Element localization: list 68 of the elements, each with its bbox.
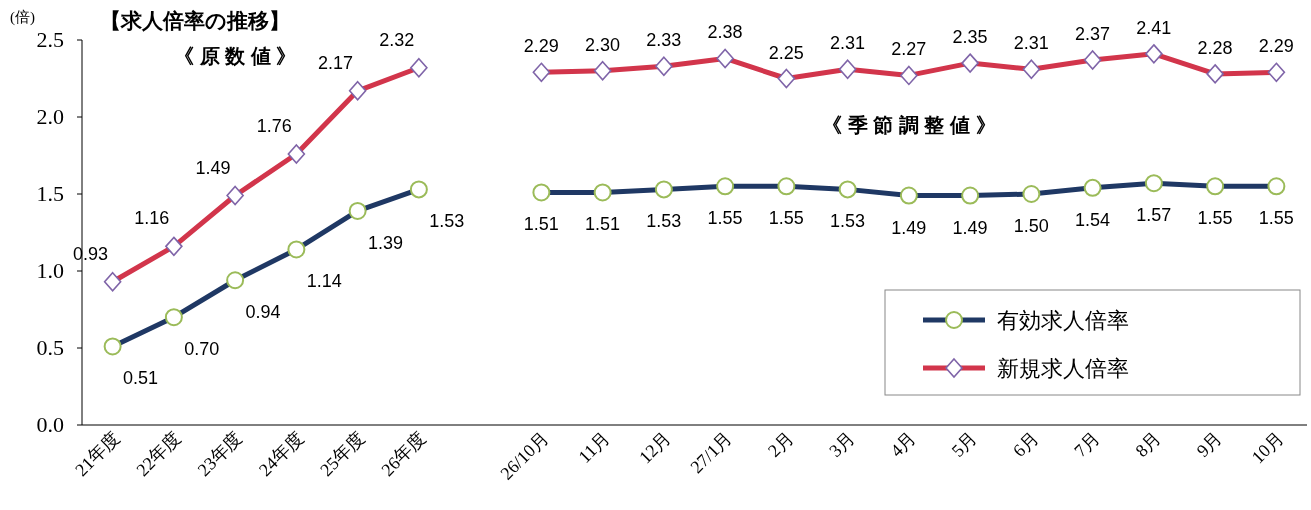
x-tick-label: 24年度 [254,427,308,481]
x-tick-label: 23年度 [193,427,246,481]
data-label: 2.30 [585,34,621,55]
x-tick-label: 5月 [947,427,981,461]
data-label: 2.29 [1258,36,1294,57]
y-tick-label: 1.0 [36,258,64,283]
x-tick-label: 25年度 [316,427,369,481]
data-label: 1.50 [1013,216,1049,236]
data-label: 1.55 [707,208,743,229]
data-label: 1.53 [830,211,866,232]
data-label: 2.37 [1075,24,1111,45]
x-tick-label: 11月 [574,427,614,467]
x-tick-label: 2月 [763,427,798,461]
data-label: 1.55 [1197,208,1233,229]
chart-title: 【求人倍率の推移】 [100,9,290,32]
data-label: 1.54 [1075,209,1111,230]
y-axis-title: (倍) [10,9,35,26]
data-label: 1.39 [368,232,404,253]
data-label: 2.33 [646,30,682,51]
data-label: 1.53 [429,211,465,232]
data-label: 1.14 [306,271,342,292]
data-label: 1.51 [523,214,559,235]
x-tick-label: 4月 [886,427,920,461]
x-tick-label: 3月 [825,427,859,461]
x-tick-label: 9月 [1192,427,1226,461]
y-tick-label: 2.0 [36,104,64,129]
data-label: 1.55 [768,208,804,229]
data-label: 2.25 [768,42,804,63]
data-label: 0.94 [245,302,281,323]
y-tick-label: 2.5 [36,27,64,52]
data-label: 2.35 [952,27,988,48]
annotation: 《 季 節 調 整 値 》 [822,114,996,137]
data-label: 2.27 [891,39,927,60]
data-label: 1.76 [256,115,292,136]
annotation: 《 原 数 値 》 [174,45,297,68]
data-label: 0.70 [184,339,220,360]
x-tick-label: 7月 [1070,427,1104,461]
legend-label: 有効求人倍率 [997,308,1129,333]
data-label: 1.49 [891,217,927,238]
data-label: 1.16 [134,208,170,229]
data-label: 1.49 [195,157,231,178]
data-label: 2.32 [379,29,415,50]
data-label: 2.31 [1013,33,1049,54]
x-tick-label: 12月 [635,427,675,468]
data-label: 1.55 [1258,208,1294,229]
data-label: 1.57 [1136,205,1172,226]
x-tick-label: 26年度 [377,427,430,481]
x-tick-label: 21年度 [71,427,124,481]
legend-label: 新規求人倍率 [997,356,1129,381]
data-label: 2.41 [1136,17,1172,38]
data-label: 2.17 [318,52,354,73]
x-tick-label: 8月 [1131,427,1165,461]
data-label: 2.38 [707,22,743,43]
data-label: 2.29 [523,36,559,57]
x-tick-label: 27/1月 [686,427,736,478]
x-tick-label: 10月 [1247,427,1288,468]
x-tick-label: 6月 [1008,427,1043,461]
data-label: 1.49 [952,217,988,238]
data-label: 0.51 [123,368,159,389]
data-label: 2.28 [1197,37,1233,58]
y-tick-label: 0.5 [36,335,64,360]
data-label: 0.93 [73,243,109,264]
y-tick-label: 0.0 [36,412,64,437]
x-tick-label: 22年度 [132,427,185,481]
data-label: 1.51 [585,214,621,235]
data-label: 2.31 [830,33,866,54]
data-label: 1.53 [646,211,682,232]
y-tick-label: 1.5 [36,181,64,206]
